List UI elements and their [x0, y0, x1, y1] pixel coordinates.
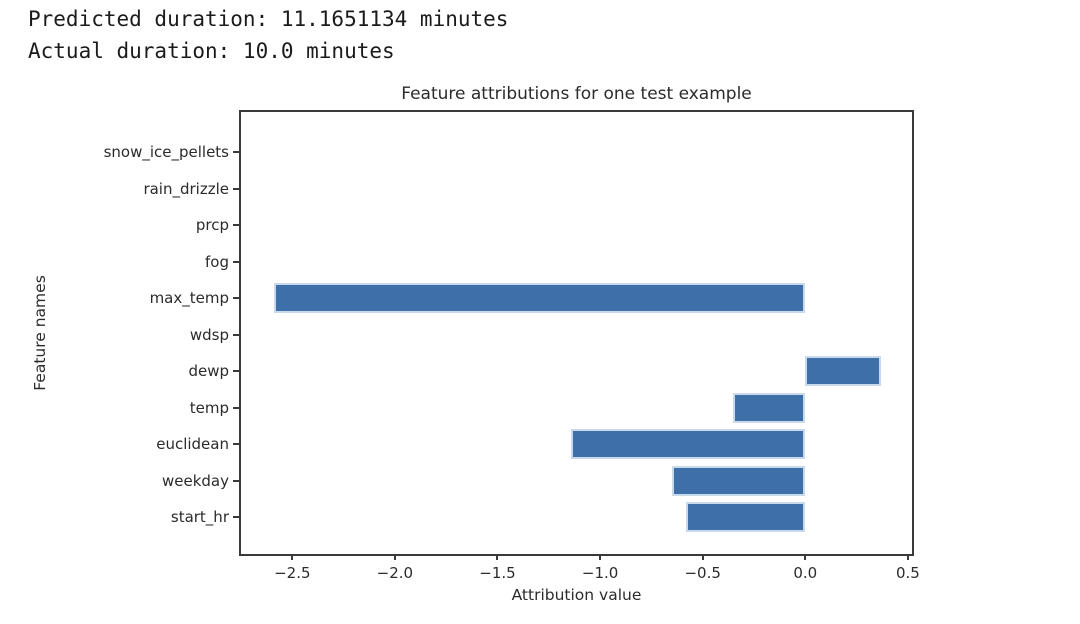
- y-tick-label-rain_drizzle: rain_drizzle: [143, 179, 229, 198]
- y-tick-mark: [233, 516, 239, 518]
- y-tick-label-weekday: weekday: [161, 471, 229, 490]
- y-tick-mark: [233, 406, 239, 409]
- x-tick-label: −1.0: [581, 564, 619, 582]
- y-tick-label-fog: fog: [205, 252, 229, 271]
- y-tick-mark: [233, 187, 239, 190]
- y-tick-mark: [233, 333, 239, 336]
- bar-start_hr: [686, 502, 806, 532]
- x-tick-label: −2.0: [376, 564, 414, 582]
- x-tick-mark: [496, 554, 499, 560]
- y-tick-mark: [233, 443, 239, 445]
- y-tick-mark: [233, 151, 239, 153]
- x-tick-mark: [701, 554, 704, 560]
- y-tick-label-euclidean: euclidean: [156, 435, 229, 453]
- x-tick-mark: [906, 554, 909, 560]
- x-axis-label: Attribution value: [511, 586, 642, 604]
- actual-duration-text: Actual duration: 10.0 minutes: [28, 39, 395, 63]
- x-tick-label: −1.5: [479, 564, 516, 582]
- y-tick-mark: [233, 224, 239, 226]
- y-tick-label-prcp: prcp: [195, 216, 229, 234]
- x-tick-label: −0.5: [684, 564, 721, 582]
- y-tick-mark: [233, 370, 239, 372]
- chart-title: Feature attributions for one test exampl…: [401, 84, 752, 104]
- x-tick-label: 0.5: [895, 564, 920, 582]
- y-tick-label-start_hr: start_hr: [170, 508, 229, 526]
- x-tick-label: 0.0: [793, 564, 818, 582]
- bar-euclidean: [571, 429, 806, 459]
- y-tick-label-temp: temp: [189, 398, 229, 417]
- bar-weekday: [671, 465, 806, 496]
- bar-max_temp: [273, 283, 806, 313]
- x-tick-mark: [804, 554, 807, 560]
- y-tick-label-wdsp: wdsp: [189, 325, 229, 344]
- x-tick-mark: [599, 554, 602, 560]
- y-tick-label-snow_ice_pellets: snow_ice_pellets: [103, 143, 229, 161]
- y-tick-mark: [233, 479, 239, 482]
- y-tick-label-dewp: dewp: [188, 362, 229, 380]
- bar-temp: [733, 392, 806, 423]
- x-tick-mark: [291, 554, 294, 560]
- bar-dewp: [805, 356, 882, 386]
- x-tick-label: −2.5: [274, 564, 311, 582]
- y-tick-mark: [233, 260, 239, 263]
- y-tick-mark: [233, 297, 239, 299]
- predicted-duration-text: Predicted duration: 11.1651134 minutes: [28, 7, 509, 31]
- y-tick-label-max_temp: max_temp: [149, 289, 229, 307]
- x-tick-mark: [393, 554, 396, 560]
